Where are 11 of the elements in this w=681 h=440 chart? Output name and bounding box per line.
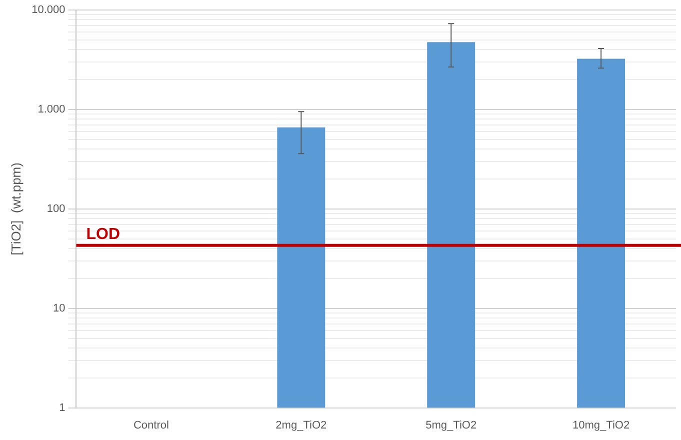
y-axis-title: [TiO2] (wt.ppm)	[8, 162, 24, 256]
y-tick-label: 1.000	[38, 103, 66, 116]
x-tick-label: 5mg_TiO2	[426, 419, 477, 432]
x-tick-label: 2mg_TiO2	[276, 419, 327, 432]
y-tick-label: 10.000	[32, 4, 66, 16]
x-tick-label: 10mg_TiO2	[572, 419, 630, 432]
ref-line-label: LOD	[86, 226, 120, 243]
y-tick-label: 100	[46, 202, 66, 215]
y-tick-label: 10	[52, 302, 66, 314]
y-tick-label: 1	[59, 402, 66, 414]
x-tick-label: Control	[133, 419, 169, 432]
